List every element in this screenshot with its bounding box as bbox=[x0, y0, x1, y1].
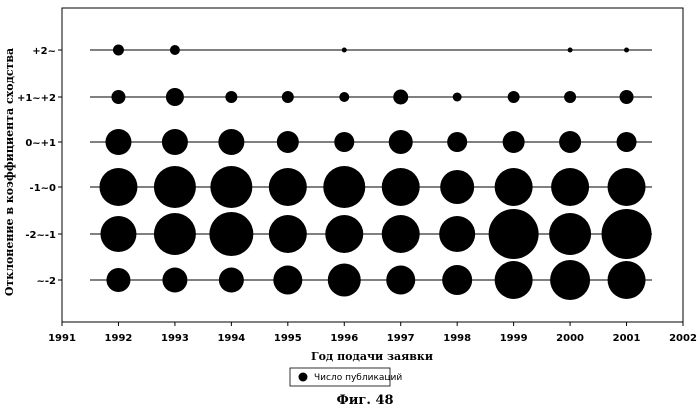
bubble-point bbox=[389, 130, 413, 154]
x-tick-label: 1991 bbox=[48, 333, 76, 344]
legend-marker bbox=[299, 373, 308, 382]
bubble-point bbox=[225, 91, 237, 103]
bubble-point bbox=[282, 91, 294, 103]
bubble-point bbox=[550, 260, 590, 300]
bubble-point bbox=[162, 129, 188, 155]
bubble-point bbox=[162, 268, 187, 293]
bubble-point bbox=[382, 168, 420, 206]
y-tick-label: -2~-1 bbox=[25, 230, 56, 241]
bubble-point bbox=[442, 265, 472, 295]
bubble-point bbox=[617, 132, 637, 152]
bubble-point bbox=[113, 45, 124, 56]
bubble-point bbox=[269, 168, 307, 206]
bubble-point bbox=[386, 266, 415, 295]
x-tick-label: 1992 bbox=[105, 333, 133, 344]
bubble-point bbox=[106, 268, 130, 292]
bubble-point bbox=[568, 48, 573, 53]
bubble-point bbox=[328, 264, 361, 297]
bubble-point bbox=[439, 216, 475, 252]
x-tick-label: 1997 bbox=[387, 333, 415, 344]
bubble-point bbox=[210, 166, 252, 208]
bubble-point bbox=[170, 45, 180, 55]
bubble-point bbox=[564, 91, 576, 103]
bubble-point bbox=[100, 216, 136, 252]
bubble-point bbox=[277, 131, 299, 153]
x-tick-label: 1994 bbox=[217, 333, 245, 344]
bubble-point bbox=[218, 129, 244, 155]
plot-area bbox=[62, 8, 683, 322]
x-tick-label: 1993 bbox=[161, 333, 189, 344]
bubble-point bbox=[339, 92, 349, 102]
bubble-point bbox=[559, 131, 581, 153]
bubble-point bbox=[273, 266, 302, 295]
legend: Число публикаций bbox=[290, 368, 402, 386]
bubble-point bbox=[508, 91, 520, 103]
bubble-point bbox=[624, 48, 629, 53]
bubble-point bbox=[166, 88, 184, 106]
bubble-point bbox=[551, 168, 589, 206]
x-tick-label: 2002 bbox=[669, 333, 697, 344]
bubble-point bbox=[503, 131, 525, 153]
bubble-point bbox=[105, 129, 131, 155]
x-tick-label: 1995 bbox=[274, 333, 302, 344]
bubble-point bbox=[334, 132, 354, 152]
x-tick-label: 2000 bbox=[556, 333, 584, 344]
bubble-point bbox=[219, 268, 244, 293]
bubble-point bbox=[608, 261, 646, 299]
bubble-point bbox=[602, 209, 652, 259]
bubble-point bbox=[495, 261, 533, 299]
bubble-point bbox=[99, 168, 137, 206]
x-tick-label: 1998 bbox=[443, 333, 471, 344]
bubble-point bbox=[325, 215, 363, 253]
bubble-point bbox=[608, 168, 646, 206]
x-axis-title: Год подачи заявки bbox=[311, 350, 433, 363]
y-tick-label: -1~0 bbox=[30, 183, 56, 194]
x-tick-label: 1996 bbox=[330, 333, 358, 344]
bubble-point bbox=[495, 168, 533, 206]
bubble-point bbox=[154, 213, 196, 255]
bubble-point bbox=[154, 166, 196, 208]
bubble-point bbox=[382, 215, 420, 253]
bubble-point bbox=[342, 48, 347, 53]
bubble-point bbox=[489, 209, 539, 259]
bubble-point bbox=[269, 215, 307, 253]
y-axis-title: Отклонение в коэффициента сходства bbox=[3, 48, 16, 296]
bubble-point bbox=[447, 132, 467, 152]
legend-label: Число публикаций bbox=[314, 373, 402, 383]
x-tick-label: 1999 bbox=[500, 333, 528, 344]
figure-caption: Фиг. 48 bbox=[336, 393, 393, 408]
y-tick-label: +1~+2 bbox=[17, 93, 56, 104]
y-tick-label: 0~+1 bbox=[25, 138, 56, 149]
y-tick-label: ~-2 bbox=[37, 276, 57, 287]
bubble-point bbox=[620, 90, 634, 104]
y-tick-label: +2~ bbox=[32, 46, 56, 57]
bubble-point bbox=[393, 90, 408, 105]
bubble-point bbox=[453, 93, 462, 102]
bubble-point bbox=[209, 212, 253, 256]
bubble-point bbox=[323, 166, 365, 208]
bubble-point bbox=[440, 170, 474, 204]
bubble-point bbox=[549, 213, 591, 255]
x-tick-label: 2001 bbox=[613, 333, 641, 344]
bubble-point bbox=[111, 90, 125, 104]
